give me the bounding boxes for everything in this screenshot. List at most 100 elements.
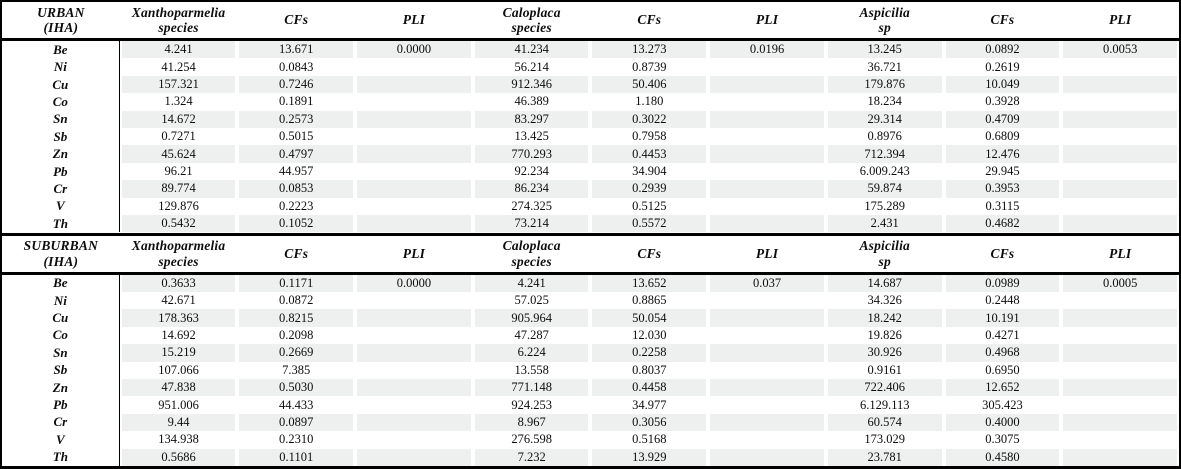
value-cell: 107.066 [119,361,238,379]
table-row: Pb 951.006 44.433 924.253 34.977 6.129.113 305… [2,396,1179,414]
column-header-line: CFs [990,245,1015,261]
value-cell: 0.4682 [943,215,1062,233]
value-cell: 2.431 [825,215,944,233]
section-title-line: (IHA) [43,253,79,269]
element-cell: Sb [2,128,120,146]
section-body-urban: Be 4.241 13.671 0.0000 41.234 13.273 0.0196 13.… [2,41,1179,233]
value-cell: 0.8976 [825,128,944,146]
value-cell [355,378,473,397]
value-cell [355,58,473,76]
value-cell [355,396,473,414]
value-cell: 0.2669 [237,344,356,362]
value-cell: 0.8739 [590,58,709,76]
value-cell [355,215,473,233]
value-cell: 0.5168 [590,431,709,449]
value-cell: 0.1171 [237,274,356,292]
column-header: CFs [944,246,1062,262]
value-cell: 14.672 [119,110,238,129]
value-cell: 0.9161 [825,361,944,379]
table-row: Cr 9.44 0.0897 8.967 0.3056 60.574 0.4000 [2,413,1179,432]
value-cell: 47.287 [472,326,591,345]
value-cell [355,431,473,449]
table-row: Cr 89.774 0.0853 86.234 0.2939 59.874 0.3953 [2,180,1179,198]
table-row: Be 4.241 13.671 0.0000 41.234 13.273 0.0196 13.… [2,41,1179,59]
value-cell: 50.406 [590,75,709,94]
section-title-suburban: SUBURBAN (IHA) [2,238,120,269]
value-cell: 4.241 [472,274,591,292]
column-header-line: species [158,253,199,269]
value-cell: 73.214 [472,215,591,233]
value-cell: 12.476 [943,145,1062,163]
value-cell: 96.21 [119,162,238,181]
value-cell: 15.219 [119,344,238,362]
element-cell: Ni [2,58,120,76]
table-section-urban: URBAN (IHA) Xanthoparmelia species CFs PLI Cal… [2,2,1179,233]
value-cell: 56.214 [472,58,591,76]
value-cell [708,413,826,432]
table-row: Cu 157.321 0.7246 912.346 50.406 179.876 10.04… [2,75,1179,94]
value-cell: 59.874 [825,180,944,198]
table-row: Sn 14.672 0.2573 83.297 0.3022 29.314 0.4709 [2,110,1179,129]
value-cell: 0.8037 [590,361,709,379]
element-cell: Sn [2,110,120,129]
value-cell: 0.6809 [943,128,1062,146]
column-header-line: PLI [755,12,779,28]
column-header-line: CFs [284,245,309,261]
value-cell [1061,344,1179,362]
element-cell: Pb [2,396,120,414]
column-header: Aspicilia sp [826,238,944,269]
column-header-line: CFs [284,12,309,28]
table-row: Co 14.692 0.2098 47.287 12.030 19.826 0.4271 [2,326,1179,345]
column-header-line: species [511,253,552,269]
value-cell: 36.721 [825,58,944,76]
column-header-line: Aspicilia [859,4,911,20]
table-row: V 134.938 0.2310 276.598 0.5168 173.029 0.3075 [2,431,1179,449]
value-cell: 0.0892 [943,41,1062,59]
value-cell: 50.054 [590,309,709,327]
value-cell [708,309,826,327]
element-cell: Zn [2,145,120,163]
value-cell [1061,93,1179,111]
element-cell: Be [2,274,120,292]
value-cell: 0.037 [708,274,826,292]
value-cell [355,309,473,327]
table-row: Th 0.5432 0.1052 73.214 0.5572 2.431 0.4682 [2,215,1179,233]
value-cell: 0.1101 [237,448,356,466]
value-cell: 0.0000 [355,41,473,59]
value-cell: 13.671 [237,41,356,59]
column-header-line: Caloplaca [502,4,561,20]
value-cell [1061,58,1179,76]
value-cell [1061,309,1179,327]
value-cell: 0.0853 [237,180,356,198]
value-cell: 18.242 [825,309,944,327]
value-cell: 13.652 [590,274,709,292]
value-cell: 0.7958 [590,128,709,146]
element-cell: Cr [2,180,120,198]
section-title-line: SUBURBAN [23,238,99,253]
header-row-urban: URBAN (IHA) Xanthoparmelia species CFs PLI Cal… [2,2,1179,41]
value-cell [708,180,826,198]
value-cell: 0.0872 [237,291,356,310]
column-header: Caloplaca species [473,5,591,36]
value-cell [708,145,826,163]
value-cell: 41.254 [119,58,238,76]
column-header: Xanthoparmelia species [120,5,238,36]
value-cell [355,93,473,111]
table-row: Cu 178.363 0.8215 905.964 50.054 18.242 10.191 [2,309,1179,327]
column-header-line: CFs [637,12,662,28]
value-cell: 0.3953 [943,180,1062,198]
value-cell: 0.2098 [237,326,356,345]
value-cell: 89.774 [119,180,238,198]
value-cell: 0.7246 [237,75,356,94]
table-row: Sb 107.066 7.385 13.558 0.8037 0.9161 0.6950 [2,361,1179,379]
value-cell [1061,215,1179,233]
value-cell [355,75,473,94]
element-cell: Cu [2,309,120,327]
value-cell: 0.3075 [943,431,1062,449]
value-cell: 0.4580 [943,448,1062,466]
value-cell: 34.904 [590,162,709,181]
value-cell: 0.4271 [943,326,1062,345]
value-cell: 41.234 [472,41,591,59]
column-header-line: Xanthoparmelia [131,238,226,253]
value-cell [708,75,826,94]
